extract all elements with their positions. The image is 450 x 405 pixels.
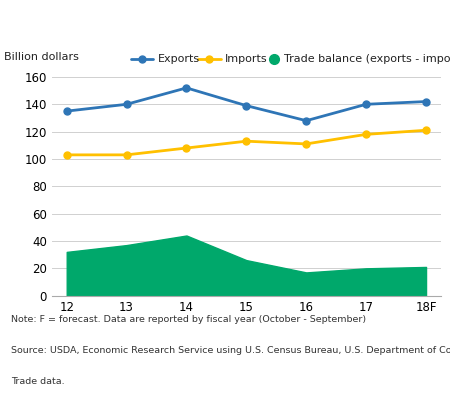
Text: Imports: Imports [225,54,268,64]
Text: Source: USDA, Economic Research Service using U.S. Census Bureau, U.S. Departmen: Source: USDA, Economic Research Service … [11,346,450,355]
Text: Trade balance (exports - imports): Trade balance (exports - imports) [284,54,450,64]
Text: Billion dollars: Billion dollars [4,52,79,62]
Text: Exports: Exports [158,54,200,64]
Text: Trade data.: Trade data. [11,377,65,386]
Text: U.S. agricultural trade by fiscal year: U.S. agricultural trade by fiscal year [5,15,306,30]
Text: Note: F = forecast. Data are reported by fiscal year (October - September): Note: F = forecast. Data are reported by… [11,315,366,324]
